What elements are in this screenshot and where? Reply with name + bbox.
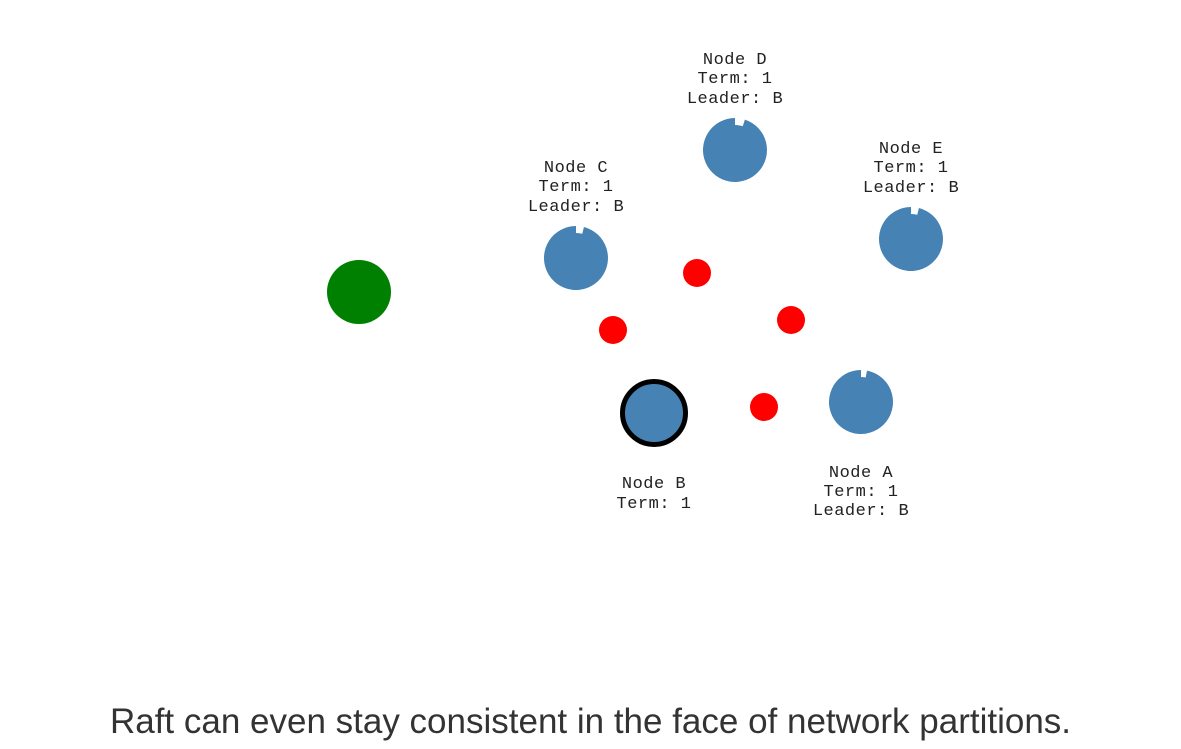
node-c-leader: Leader: B — [528, 198, 624, 217]
node-d-circle[interactable] — [702, 117, 767, 182]
node-e-name: Node E — [879, 140, 943, 159]
client-node[interactable] — [327, 260, 391, 324]
node-a[interactable]: Node A Term: 1 Leader: B — [813, 370, 909, 521]
node-b-circle[interactable] — [620, 379, 688, 447]
node-b[interactable]: Node B Term: 1 — [617, 379, 692, 515]
node-c[interactable]: Node C Term: 1 Leader: B — [528, 159, 624, 290]
node-b-term: Term: 1 — [617, 495, 692, 514]
node-e[interactable]: Node E Term: 1 Leader: B — [863, 140, 959, 271]
caption-text: Raft can even stay consistent in the fac… — [109, 702, 1072, 741]
node-e-circle[interactable] — [878, 206, 943, 271]
cluster-diagram: Node A Term: 1 Leader: B Node B Term: 1 … — [327, 51, 959, 521]
node-c-name: Node C — [544, 159, 608, 178]
node-c-term: Term: 1 — [539, 178, 614, 197]
node-e-leader: Leader: B — [863, 179, 959, 198]
node-d[interactable]: Node D Term: 1 Leader: B — [687, 51, 783, 182]
node-a-circle[interactable] — [828, 370, 893, 434]
message-dot-b-to-e — [777, 306, 805, 334]
node-e-term: Term: 1 — [874, 159, 949, 178]
node-d-name: Node D — [703, 51, 767, 70]
message-dot-b-to-c — [599, 316, 627, 344]
node-a-leader: Leader: B — [813, 502, 909, 521]
message-dot-b-to-d — [683, 259, 711, 287]
node-a-name: Node A — [829, 464, 894, 483]
message-dot-b-to-a — [750, 393, 778, 421]
node-a-term: Term: 1 — [824, 483, 899, 502]
node-c-circle[interactable] — [543, 226, 608, 290]
node-d-leader: Leader: B — [687, 90, 783, 109]
node-b-name: Node B — [622, 475, 686, 494]
node-d-term: Term: 1 — [698, 70, 773, 89]
